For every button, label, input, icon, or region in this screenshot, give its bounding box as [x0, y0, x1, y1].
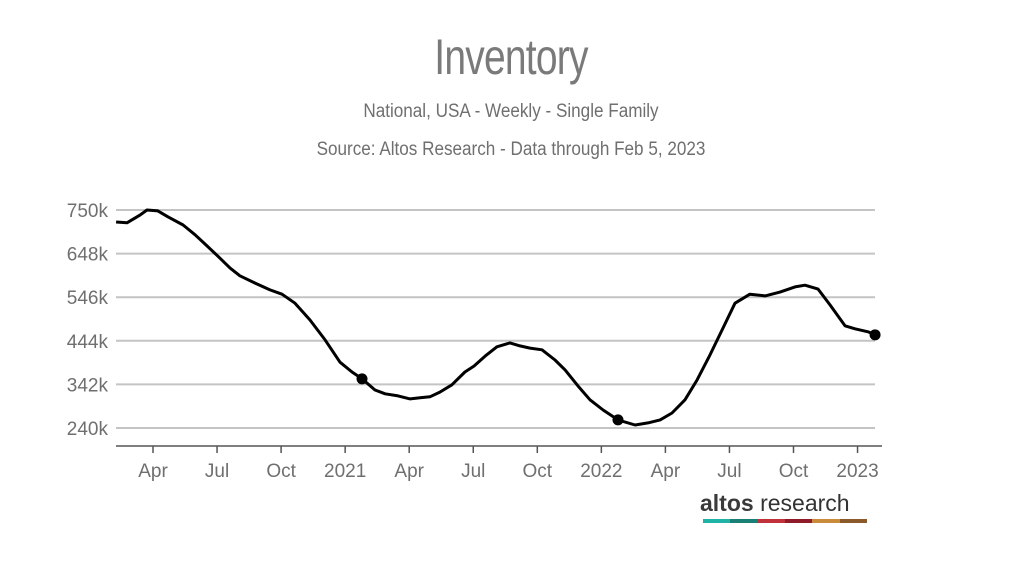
y-tick-label: 546k	[67, 288, 109, 309]
x-tick-label: 2021	[324, 461, 366, 482]
x-tick-label: 2022	[580, 461, 622, 482]
y-tick-label: 240k	[67, 419, 109, 440]
logo-bold-text: altos	[700, 490, 754, 516]
y-tick-label: 342k	[67, 375, 109, 396]
x-tick-label: Jul	[205, 461, 229, 482]
inventory-line	[115, 208, 876, 427]
y-tick-label: 648k	[67, 245, 109, 266]
y-tick-label: 750k	[67, 201, 109, 222]
x-tick-label: Oct	[779, 461, 809, 482]
x-tick-label: Apr	[651, 461, 681, 482]
y-tick-label: 444k	[67, 332, 109, 353]
data-point-marker	[612, 414, 624, 426]
logo-light-text: research	[760, 490, 850, 516]
x-tick-label: Jul	[717, 461, 741, 482]
logo-color-segment	[784, 519, 813, 523]
x-tick-label: Oct	[266, 461, 296, 482]
logo-color-segment	[812, 519, 840, 523]
x-tick-label: Apr	[138, 461, 168, 482]
chart-subtitle: National, USA - Weekly - Single Family	[363, 101, 659, 122]
x-tick-label: 2023	[836, 461, 878, 482]
chart-source: Source: Altos Research - Data through Fe…	[316, 139, 706, 160]
logo-color-segment	[730, 519, 758, 523]
logo-color-segment	[757, 519, 785, 523]
logo-color-segment	[703, 519, 731, 523]
data-point-marker	[869, 329, 881, 341]
x-tick-label: Apr	[394, 461, 424, 482]
logo-color-bar	[703, 519, 867, 523]
x-tick-label: Oct	[523, 461, 553, 482]
chart-title: Inventory	[434, 29, 588, 85]
altos-research-logo: altos research	[700, 490, 850, 517]
x-tick-label: Jul	[461, 461, 485, 482]
logo-color-segment	[839, 519, 867, 523]
data-point-marker	[356, 373, 368, 385]
